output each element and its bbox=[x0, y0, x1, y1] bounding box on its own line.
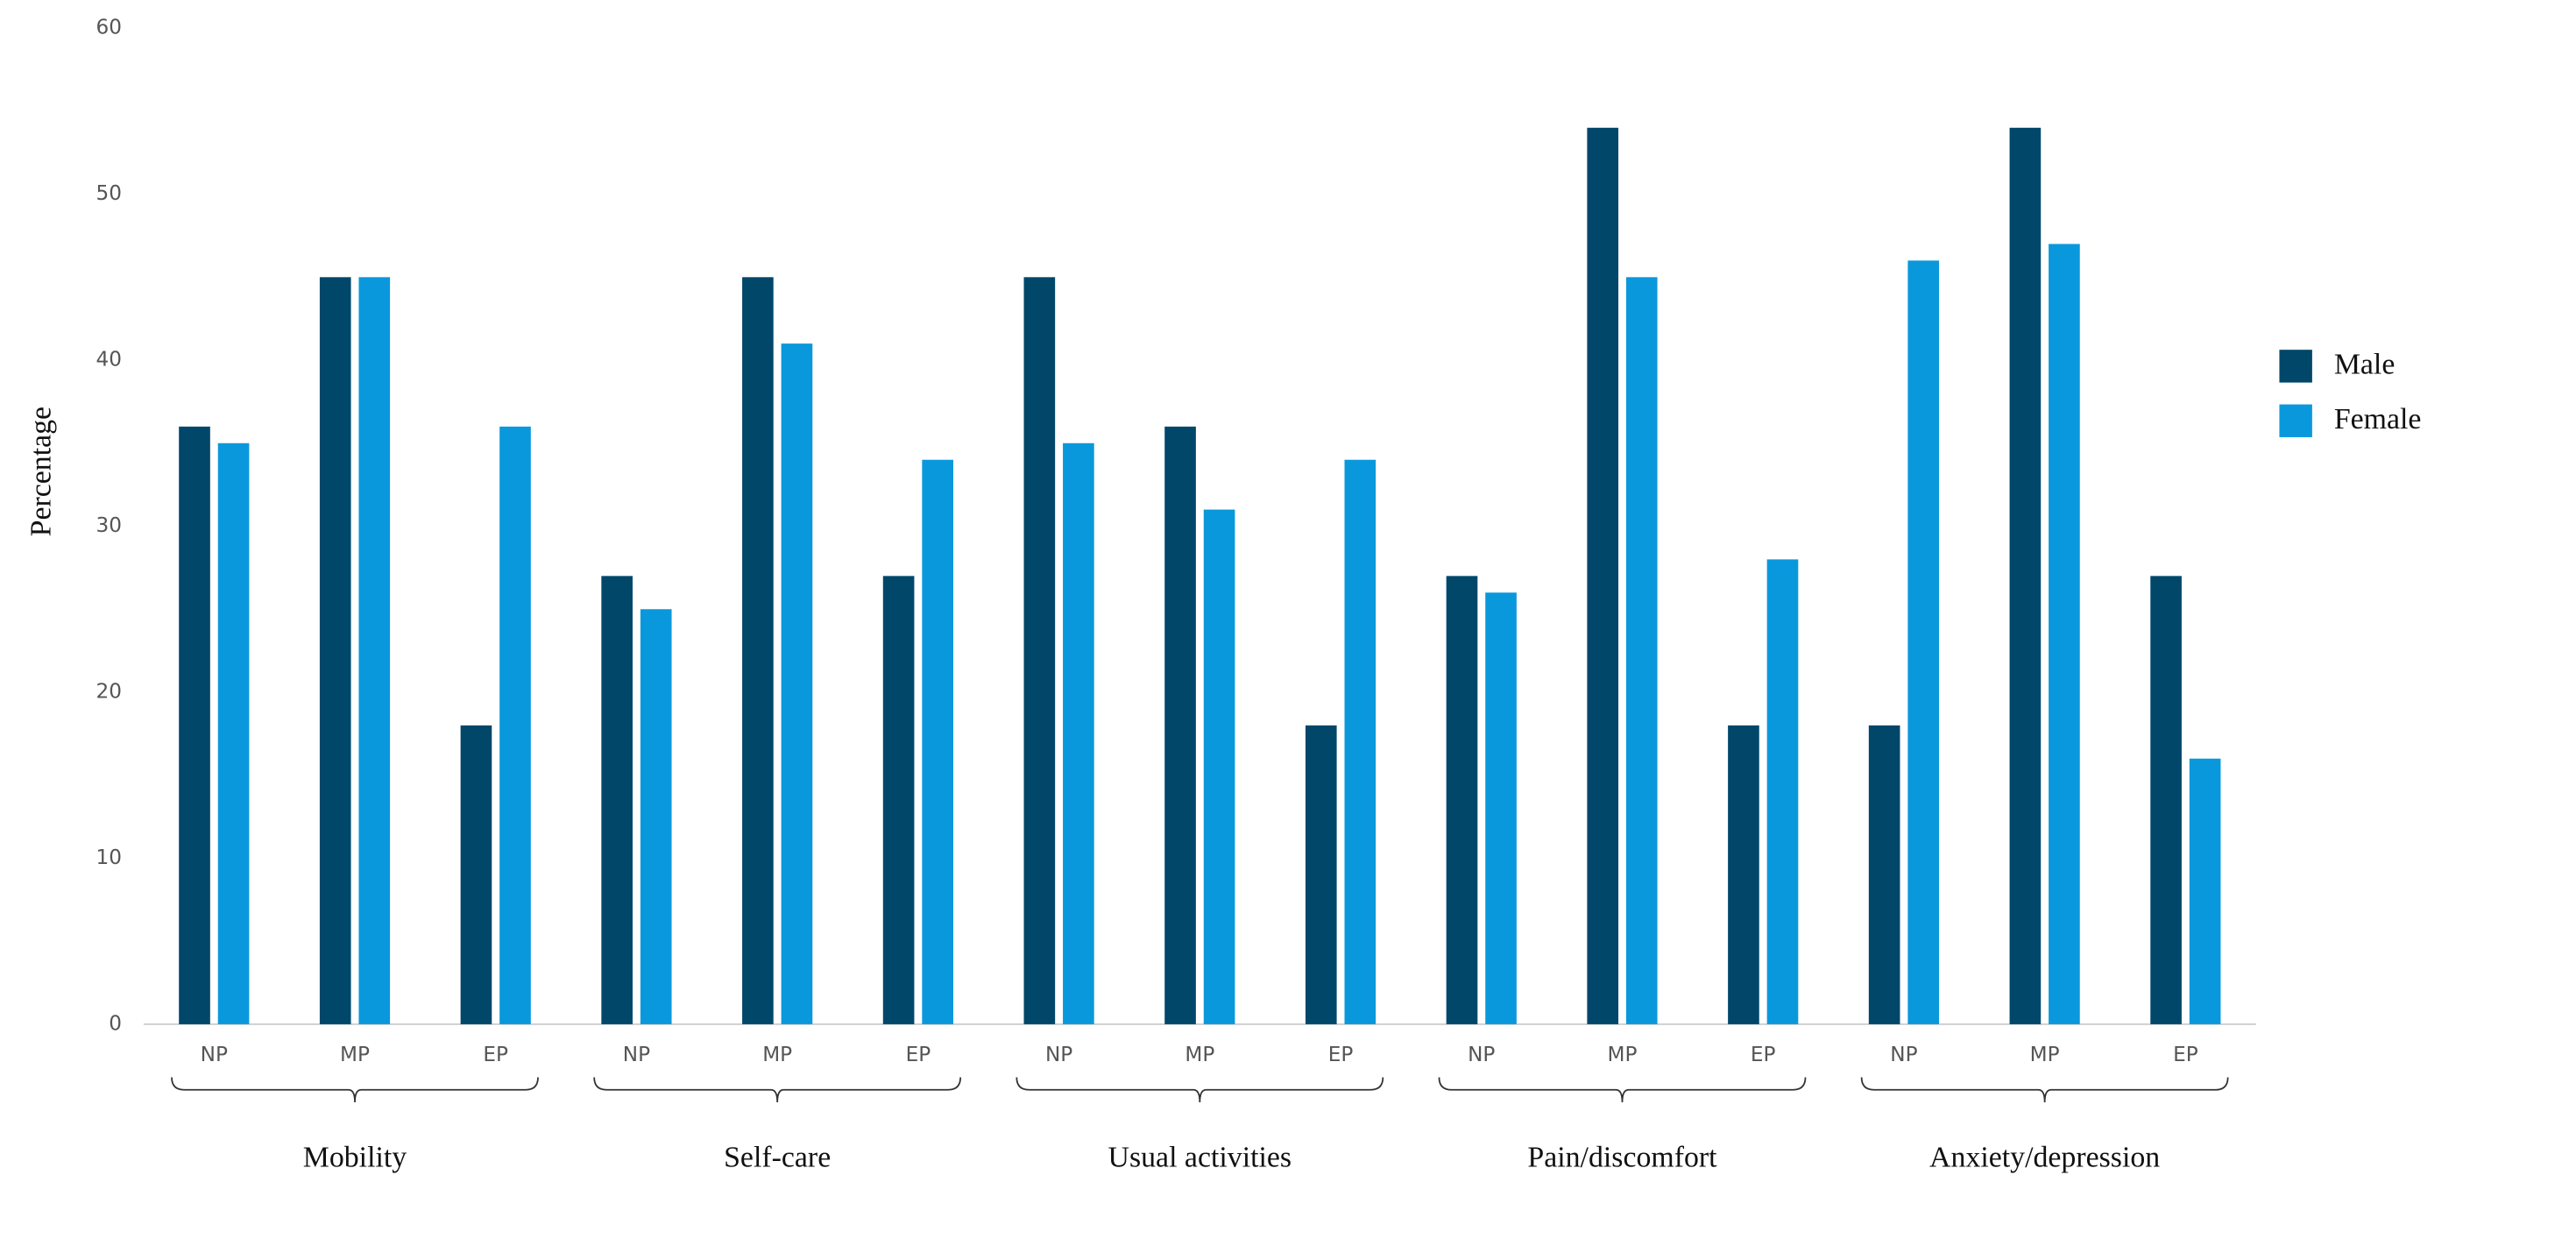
x-tick-label: MP bbox=[1608, 1044, 1638, 1066]
bar bbox=[2049, 244, 2080, 1024]
bar bbox=[1587, 127, 1619, 1024]
x-tick-label: EP bbox=[2173, 1044, 2198, 1066]
bar bbox=[319, 277, 351, 1024]
bar bbox=[1305, 725, 1337, 1024]
x-tick-label: EP bbox=[483, 1044, 508, 1066]
y-tick-label: 10 bbox=[96, 846, 122, 869]
bar bbox=[1446, 576, 1478, 1024]
x-tick-label: MP bbox=[1185, 1044, 1214, 1066]
bar bbox=[1203, 509, 1235, 1024]
legend-swatch bbox=[2279, 350, 2312, 383]
group-label: Mobility bbox=[303, 1142, 407, 1174]
x-tick-label: NP bbox=[201, 1044, 228, 1066]
bar bbox=[882, 576, 915, 1024]
group-brace bbox=[171, 1077, 539, 1103]
x-tick-label: EP bbox=[1328, 1044, 1354, 1066]
x-tick-label: MP bbox=[762, 1044, 792, 1066]
group-label: Usual activities bbox=[1108, 1142, 1292, 1174]
bar bbox=[1868, 725, 1900, 1024]
x-tick-label: NP bbox=[623, 1044, 650, 1066]
y-tick-label: 0 bbox=[109, 1012, 122, 1035]
group-brace bbox=[593, 1077, 962, 1103]
bar bbox=[1063, 442, 1094, 1024]
bar bbox=[1907, 260, 1940, 1024]
legend-swatch bbox=[2279, 404, 2312, 437]
bar bbox=[460, 725, 492, 1024]
y-axis-label: Percentage bbox=[25, 407, 58, 536]
y-tick-label: 60 bbox=[96, 17, 122, 39]
legend-label: Female bbox=[2334, 403, 2422, 435]
y-tick-label: 30 bbox=[96, 514, 122, 537]
bar bbox=[781, 343, 813, 1024]
group-brace bbox=[1860, 1077, 2229, 1103]
bar bbox=[2150, 576, 2182, 1024]
bar bbox=[1023, 277, 1056, 1024]
bar bbox=[217, 442, 250, 1024]
bar bbox=[179, 426, 210, 1024]
x-tick-label: EP bbox=[1751, 1044, 1776, 1066]
x-tick-label: NP bbox=[1045, 1044, 1072, 1066]
group-brace bbox=[1438, 1077, 1807, 1103]
bar bbox=[1728, 725, 1759, 1024]
bar bbox=[601, 576, 633, 1024]
bar bbox=[1625, 277, 1658, 1024]
bar bbox=[640, 609, 672, 1024]
x-tick-label: NP bbox=[1890, 1044, 1917, 1066]
bar bbox=[1766, 559, 1799, 1024]
bar bbox=[922, 459, 953, 1024]
bar bbox=[1485, 592, 1517, 1024]
bar bbox=[2189, 758, 2221, 1024]
group-label: Pain/discomfort bbox=[1527, 1142, 1717, 1174]
bar bbox=[1344, 459, 1376, 1024]
x-tick-label: EP bbox=[906, 1044, 931, 1066]
y-tick-label: 40 bbox=[96, 349, 122, 372]
x-tick-label: MP bbox=[340, 1044, 370, 1066]
x-tick-label: NP bbox=[1468, 1044, 1495, 1066]
bar bbox=[742, 277, 774, 1024]
y-tick-label: 20 bbox=[96, 680, 122, 703]
bar bbox=[499, 426, 531, 1024]
x-tick-label: MP bbox=[2030, 1044, 2060, 1066]
y-tick-label: 50 bbox=[96, 182, 122, 205]
group-brace bbox=[1016, 1077, 1384, 1103]
bar bbox=[358, 277, 391, 1024]
group-label: Anxiety/depression bbox=[1929, 1142, 2160, 1174]
bar bbox=[1164, 426, 1196, 1024]
group-label: Self-care bbox=[724, 1142, 831, 1174]
bar bbox=[2009, 127, 2042, 1024]
legend-label: Male bbox=[2334, 349, 2396, 381]
